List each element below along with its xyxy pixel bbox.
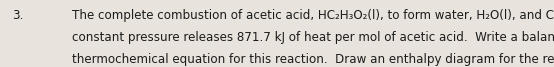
Text: 3.: 3. [12,9,23,22]
Text: constant pressure releases 871.7 kJ of heat per mol of acetic acid.  Write a bal: constant pressure releases 871.7 kJ of h… [72,31,554,44]
Text: thermochemical equation for this reaction.  Draw an enthalpy diagram for the rea: thermochemical equation for this reactio… [72,53,554,66]
Text: The complete combustion of acetic acid, HC₂H₃O₂(l), to form water, H₂O(l), and C: The complete combustion of acetic acid, … [72,9,554,22]
